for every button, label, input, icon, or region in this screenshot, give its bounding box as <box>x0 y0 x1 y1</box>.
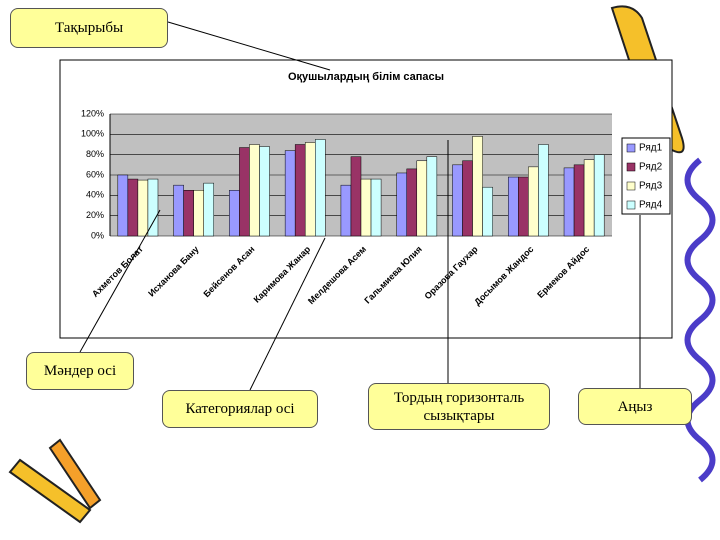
callout: Категориялар осі <box>162 390 318 428</box>
chart-title: Оқушылардың білім сапасы <box>288 71 444 83</box>
bar <box>259 146 270 237</box>
callout: Тордың горизонталь сызықтары <box>368 383 550 430</box>
legend-swatch <box>626 181 636 191</box>
bar <box>563 167 575 237</box>
bar <box>593 154 605 237</box>
legend-label: Ряд1 <box>639 143 663 154</box>
bar <box>462 160 473 237</box>
bar <box>294 144 306 237</box>
y-tick-label: 0% <box>91 230 104 240</box>
bar <box>117 174 129 237</box>
squiggle-decoration <box>684 157 716 483</box>
bar <box>482 186 493 237</box>
y-tick-label: 120% <box>81 108 104 118</box>
bar <box>518 176 529 237</box>
y-tick-label: 60% <box>86 169 104 179</box>
legend-label: Ряд3 <box>639 181 663 192</box>
bar <box>137 179 149 237</box>
bar <box>452 164 463 237</box>
bar <box>426 156 438 237</box>
bar <box>528 166 539 237</box>
pencil-decoration <box>48 438 102 510</box>
legend-swatch <box>626 143 636 153</box>
bar <box>304 142 316 237</box>
bar <box>350 156 362 237</box>
bar <box>239 147 250 237</box>
y-tick-label: 100% <box>81 129 104 139</box>
legend-swatch <box>626 162 636 172</box>
callout: Тақырыбы <box>10 8 168 48</box>
bar <box>127 178 139 237</box>
pencil-decoration <box>8 458 92 524</box>
bar <box>360 178 372 237</box>
bar <box>573 164 585 237</box>
bar <box>406 168 418 237</box>
bar <box>147 178 159 237</box>
bar <box>203 182 214 237</box>
bar <box>183 190 194 237</box>
bar <box>472 136 483 237</box>
bar <box>583 159 595 237</box>
y-tick-label: 20% <box>86 210 104 220</box>
y-tick-label: 40% <box>86 190 104 200</box>
bar <box>173 184 184 237</box>
legend-label: Ряд4 <box>639 200 663 211</box>
bar <box>370 178 382 237</box>
bar <box>249 144 260 237</box>
callout: Аңыз <box>578 388 692 425</box>
bar <box>229 190 240 237</box>
bar <box>508 176 519 237</box>
bar <box>340 184 352 237</box>
legend-label: Ряд2 <box>639 162 663 173</box>
bar <box>193 190 204 237</box>
bar <box>396 172 407 237</box>
callout-arrows <box>79 21 641 391</box>
bar <box>538 144 549 237</box>
y-tick-label: 80% <box>86 149 104 159</box>
bar <box>416 160 428 237</box>
legend-swatch <box>626 200 636 210</box>
bar <box>284 150 296 237</box>
bar <box>315 139 326 237</box>
callout: Мәндер осі <box>26 352 134 390</box>
